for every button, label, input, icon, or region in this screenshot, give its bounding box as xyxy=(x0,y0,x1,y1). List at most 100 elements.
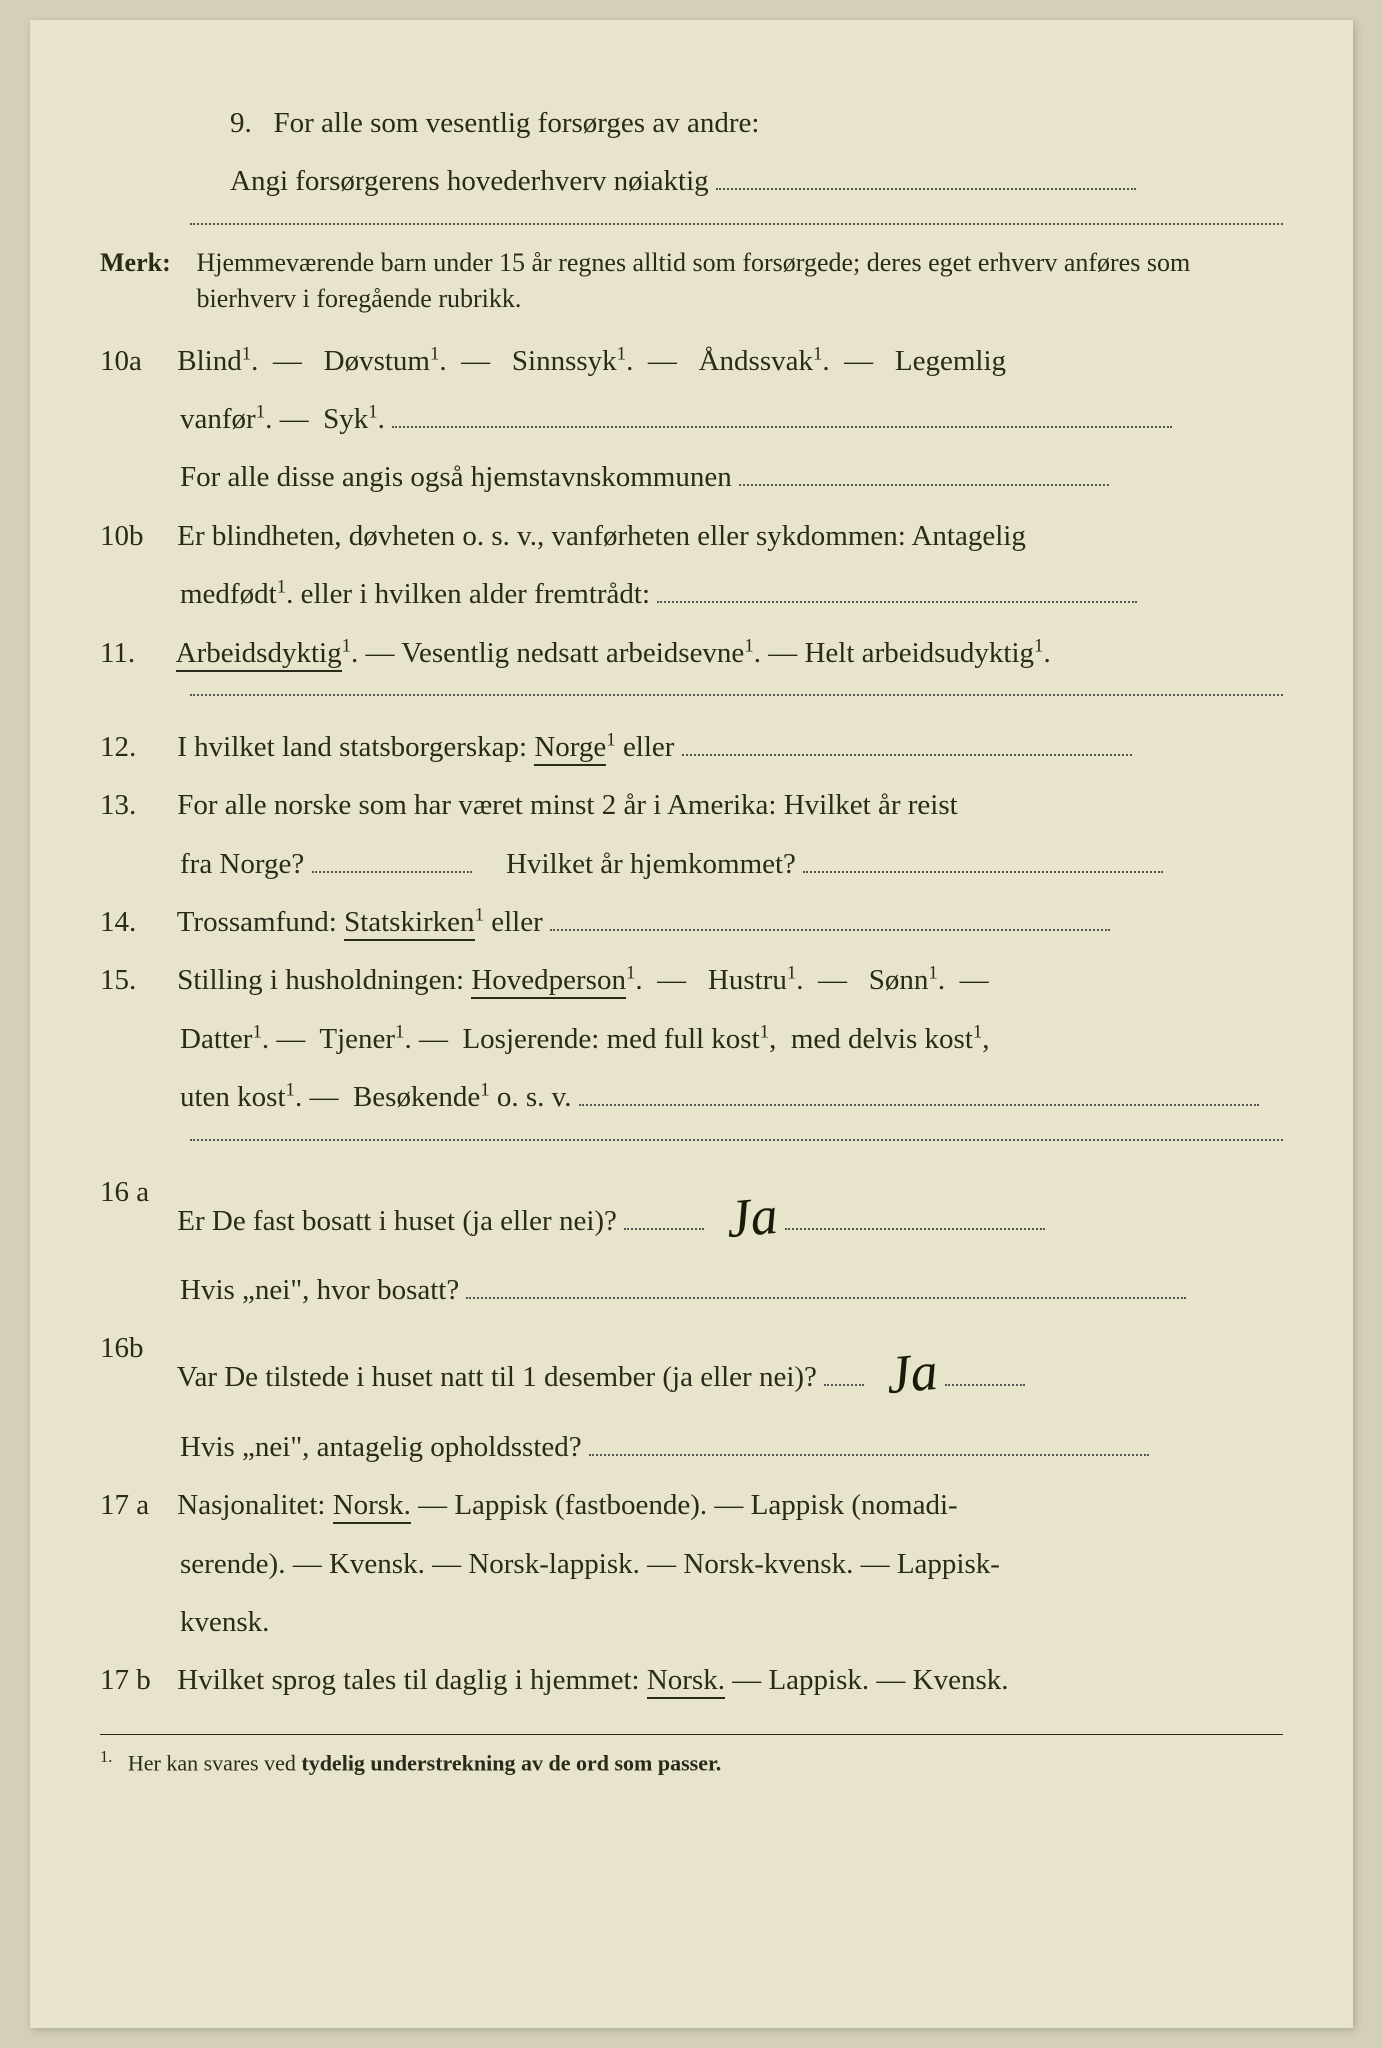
sup: 1 xyxy=(242,343,251,364)
sup: 1 xyxy=(928,963,937,984)
sup: 1 xyxy=(744,635,753,656)
q17a-line2: serende). — Kvensk. — Norsk-lappisk. — N… xyxy=(100,1541,1283,1587)
fill-line xyxy=(392,399,1172,428)
opt: o. s. v. xyxy=(497,1081,572,1113)
sup: 1 xyxy=(787,963,796,984)
q10b-pre: medfødt xyxy=(180,578,277,610)
opt: Blind xyxy=(177,345,241,377)
q9-line2: Angi forsørgerens hovederhverv nøiaktig xyxy=(100,158,1283,204)
merk-note: Merk: Hjemmeværende barn under 15 år reg… xyxy=(100,245,1283,318)
q13-text2b: Hvilket år hjemkommet? xyxy=(506,848,796,880)
q16a-text2: Hvis „nei", hvor bosatt? xyxy=(180,1274,459,1306)
opt: Åndssvak xyxy=(699,345,813,377)
q17a-line3: kvensk. xyxy=(100,1599,1283,1645)
q12-underlined: Norge xyxy=(534,731,606,766)
q11-opt3: Helt arbeidsudyktig xyxy=(804,637,1034,669)
handwritten-answer: Ja xyxy=(883,1328,941,1419)
opt: Losjerende: med full kost xyxy=(462,1023,759,1055)
q15-line3: uten kost1. — Besøkende1 o. s. v. xyxy=(100,1074,1283,1120)
sup: 1 xyxy=(626,963,635,984)
q17a-text2: serende). — Kvensk. — Norsk-lappisk. — N… xyxy=(180,1548,1000,1580)
footnote-num: 1. xyxy=(100,1747,112,1766)
q17a-rest: — Lappisk (fastboende). — Lappisk (nomad… xyxy=(418,1489,958,1521)
sup: 1 xyxy=(973,1021,982,1042)
fill-line xyxy=(312,844,472,873)
sup: 1 xyxy=(252,1021,261,1042)
opt: uten kost xyxy=(180,1081,286,1113)
q12-pre: I hvilket land statsborgerskap: xyxy=(177,731,534,763)
fill-line xyxy=(466,1270,1186,1299)
q17a-pre: Nasjonalitet: xyxy=(177,1489,332,1521)
opt: Legemlig xyxy=(895,345,1006,377)
q17b: 17 b Hvilket sprog tales til daglig i hj… xyxy=(100,1657,1283,1703)
q12-post: eller xyxy=(623,731,675,763)
q16a-q: Er De fast bosatt i huset (ja eller nei)… xyxy=(177,1205,617,1237)
q10a-line1: 10a Blind1. — Døvstum1. — Sinnssyk1. — Å… xyxy=(100,338,1283,384)
opt: Datter xyxy=(180,1023,252,1055)
q17b-num: 17 b xyxy=(100,1657,170,1703)
opt: Sønn xyxy=(869,964,929,996)
fill-line xyxy=(716,161,1136,190)
q14-underlined: Statskirken xyxy=(344,906,475,941)
q16a-line1: 16 a Er De fast bosatt i huset (ja eller… xyxy=(100,1169,1283,1255)
q17b-rest: — Lappisk. — Kvensk. xyxy=(732,1664,1008,1696)
footnote-bold: tydelig understrekning av de ord som pas… xyxy=(301,1750,721,1775)
q15-line2: Datter1. — Tjener1. — Losjerende: med fu… xyxy=(100,1016,1283,1062)
q9-text2: Angi forsørgerens hovederhverv nøiaktig xyxy=(230,165,709,197)
q17a-line1: 17 a Nasjonalitet: Norsk. — Lappisk (fas… xyxy=(100,1482,1283,1528)
opt: vanfør xyxy=(180,403,256,435)
footnote-pre: Her kan svares ved xyxy=(128,1750,302,1775)
q10b-post: eller i hvilken alder fremtrådt: xyxy=(301,578,650,610)
dotted-rule xyxy=(190,694,1283,696)
q10b-line2: medfødt1. eller i hvilken alder fremtråd… xyxy=(100,571,1283,617)
q14-num: 14. xyxy=(100,899,170,945)
sup: 1 xyxy=(760,1021,769,1042)
opt: Besøkende xyxy=(353,1081,480,1113)
solid-rule xyxy=(100,1734,1283,1735)
q15-pre: Stilling i husholdningen: xyxy=(177,964,471,996)
q15-underlined: Hovedperson xyxy=(471,964,626,999)
q17a-underlined: Norsk. xyxy=(333,1489,411,1524)
sup: 1 xyxy=(368,401,377,422)
q12: 12. I hvilket land statsborgerskap: Norg… xyxy=(100,724,1283,770)
q10a-num: 10a xyxy=(100,338,170,384)
q15-num: 15. xyxy=(100,957,170,1003)
fill-line xyxy=(945,1357,1025,1386)
q14: 14. Trossamfund: Statskirken1 eller xyxy=(100,899,1283,945)
q9-line1: 9. For alle som vesentlig forsørges av a… xyxy=(100,100,1283,146)
merk-body: Hjemmeværende barn under 15 år regnes al… xyxy=(197,245,1280,318)
fill-line xyxy=(682,727,1132,756)
fill-line xyxy=(739,457,1109,486)
sup: 1 xyxy=(1034,635,1043,656)
fill-line xyxy=(785,1201,1045,1230)
q17b-underlined: Norsk. xyxy=(647,1664,725,1699)
handwritten-answer: Ja xyxy=(723,1172,781,1263)
opt: med delvis kost xyxy=(791,1023,973,1055)
sup: 1 xyxy=(277,576,286,597)
fill-line xyxy=(589,1427,1149,1456)
q16a-num: 16 a xyxy=(100,1169,170,1215)
q14-post: eller xyxy=(491,906,543,938)
merk-label: Merk: xyxy=(100,245,190,281)
q16b-line2: Hvis „nei", antagelig opholdssted? xyxy=(100,1424,1283,1470)
opt: Sinnssyk xyxy=(512,345,617,377)
dotted-rule xyxy=(190,223,1283,225)
q9-num: 9. xyxy=(230,107,252,139)
sup: 1 xyxy=(286,1080,295,1101)
q10b-line1: 10b Er blindheten, døvheten o. s. v., va… xyxy=(100,513,1283,559)
q10b-text1: Er blindheten, døvheten o. s. v., vanfør… xyxy=(177,520,1026,552)
q16b-text2: Hvis „nei", antagelig opholdssted? xyxy=(180,1431,582,1463)
q10a-text3: For alle disse angis også hjemstavnskomm… xyxy=(180,461,732,493)
sup: 1 xyxy=(342,635,351,656)
q16b-q: Var De tilstede i huset natt til 1 desem… xyxy=(177,1361,817,1393)
q13-line2: fra Norge? Hvilket år hjemkommet? xyxy=(100,841,1283,887)
sup: 1 xyxy=(480,1080,489,1101)
fill-line xyxy=(624,1201,704,1230)
sup: 1 xyxy=(475,904,484,925)
q11-num: 11. xyxy=(100,630,170,676)
q10a-line3: For alle disse angis også hjemstavnskomm… xyxy=(100,454,1283,500)
sup: 1 xyxy=(617,343,626,364)
q11-opt1: Arbeidsdyktig xyxy=(176,637,342,672)
q14-pre: Trossamfund: xyxy=(177,906,344,938)
q16b-line1: 16b Var De tilstede i huset natt til 1 d… xyxy=(100,1325,1283,1411)
